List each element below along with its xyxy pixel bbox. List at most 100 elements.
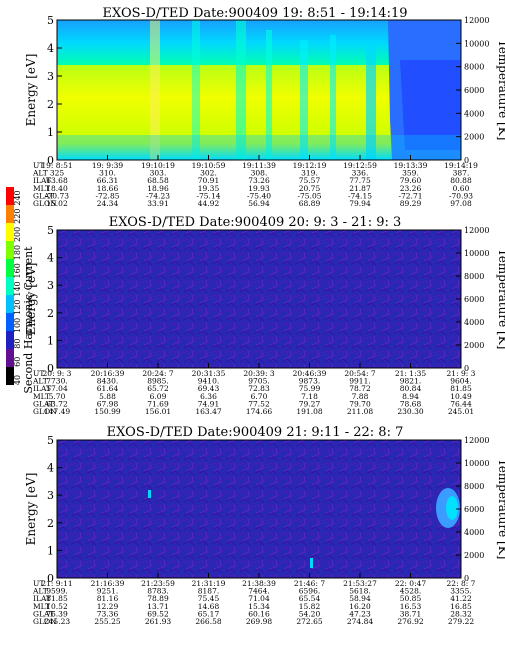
y-tick-label: 4 bbox=[47, 462, 54, 475]
cell-value: 56.94 bbox=[248, 199, 270, 208]
cell-value: 20.75 bbox=[299, 184, 321, 193]
cell-value: 150.99 bbox=[94, 407, 120, 416]
cell-value: 81.85 bbox=[450, 384, 472, 393]
colorbar: 40 60 80 100 120 140 160 180 200 220 240 Second Ha… bbox=[6, 187, 35, 394]
cell-value: 65.17 bbox=[198, 609, 220, 618]
y2-tick-label: 4000 bbox=[464, 318, 484, 327]
cell-value: 19: 8:51 bbox=[41, 161, 72, 170]
cell-value: -74.15 bbox=[348, 191, 372, 200]
cell-value: 81.85 bbox=[46, 594, 68, 603]
y2-tick-label: 4000 bbox=[464, 109, 484, 118]
cell-value: 261.93 bbox=[145, 617, 171, 626]
cell-value: 65.54 bbox=[299, 594, 321, 603]
y2-tick-label: 0 bbox=[464, 156, 469, 165]
row-label: ALT bbox=[32, 169, 48, 178]
cell-value: 9251. bbox=[97, 587, 118, 596]
y2-tick-label: 0 bbox=[464, 574, 469, 583]
y2-tick-label: 10000 bbox=[464, 459, 489, 468]
cell-value: 9410. bbox=[198, 377, 219, 386]
cell-value: 63.72 bbox=[46, 399, 68, 408]
cell-value: 65.72 bbox=[147, 384, 169, 393]
y2-tick-label: 6000 bbox=[464, 86, 484, 95]
y2-tick-label: 12000 bbox=[464, 436, 489, 445]
cell-value: 21: 9:11 bbox=[41, 579, 72, 588]
panel-1: EXOS-D/TED Date:900409 19: 8:51 - 19:14:… bbox=[24, 6, 505, 208]
y2-tick-label: 8000 bbox=[464, 272, 484, 281]
row-label: ILAT bbox=[33, 384, 51, 393]
cell-value: 5.70 bbox=[49, 392, 66, 401]
cell-value: 75.99 bbox=[299, 384, 321, 393]
colorbar-tick-label: 60 bbox=[13, 357, 22, 367]
cell-value: 70.91 bbox=[198, 176, 219, 185]
cell-value: 76.44 bbox=[450, 399, 472, 408]
cell-value: 20:46:39 bbox=[293, 369, 327, 378]
cell-value: 58.94 bbox=[349, 594, 371, 603]
cell-value: 13.71 bbox=[147, 602, 168, 611]
y-tick-label: 1 bbox=[47, 544, 54, 557]
cell-value: 191.08 bbox=[296, 407, 322, 416]
y-axis-label: Energy [eV] bbox=[24, 473, 38, 546]
cell-value: 73.26 bbox=[248, 176, 270, 185]
cell-value: 20:31:35 bbox=[192, 369, 226, 378]
cell-value: 387. bbox=[453, 169, 470, 178]
cell-value: 255.25 bbox=[94, 617, 120, 626]
cell-value: 359. bbox=[402, 169, 419, 178]
cell-value: -70.73 bbox=[45, 191, 69, 200]
row-label: ALT bbox=[32, 377, 48, 386]
y2-tick-label: 2000 bbox=[464, 551, 484, 560]
row-label: UT bbox=[33, 161, 44, 170]
cell-value: 68.89 bbox=[299, 199, 321, 208]
cell-value: 21:46: 7 bbox=[294, 579, 326, 588]
cell-value: 276.92 bbox=[397, 617, 423, 626]
cell-value: 8985. bbox=[147, 377, 168, 386]
cell-value: 22: 0:47 bbox=[395, 579, 427, 588]
cell-value: -72.85 bbox=[95, 191, 119, 200]
cell-value: 16.20 bbox=[349, 602, 371, 611]
cell-value: 319. bbox=[301, 169, 318, 178]
y2-tick-label: 6000 bbox=[464, 505, 484, 514]
y2-tick-label: 6000 bbox=[464, 295, 484, 304]
cell-value: -74.23 bbox=[146, 191, 170, 200]
cell-value: 308. bbox=[251, 169, 268, 178]
y-tick-label: 2 bbox=[47, 517, 54, 530]
y-tick-label: 5 bbox=[47, 434, 54, 447]
cell-value: 75.45 bbox=[198, 594, 220, 603]
cell-value: 78.89 bbox=[147, 594, 169, 603]
cell-value: 68.58 bbox=[147, 176, 169, 185]
y-tick-label: 2 bbox=[47, 98, 54, 111]
row-label: MLT bbox=[33, 602, 50, 611]
cell-value: 28.32 bbox=[450, 609, 472, 618]
y-tick-label: 1 bbox=[47, 334, 54, 347]
cell-value: 20:16:39 bbox=[91, 369, 125, 378]
cell-value: 41.22 bbox=[450, 594, 472, 603]
cell-value: 16.53 bbox=[400, 602, 422, 611]
y2-tick-label: 10000 bbox=[464, 249, 489, 258]
colorbar-tick-label: 100 bbox=[13, 318, 22, 333]
cell-value: 21:53:27 bbox=[343, 579, 377, 588]
cell-value: 74.91 bbox=[198, 399, 219, 408]
cell-value: 20: 9: 3 bbox=[43, 369, 72, 378]
cell-value: 303. bbox=[150, 169, 167, 178]
y2-axis-label: Temperature [K] bbox=[496, 249, 505, 350]
cell-value: 6.09 bbox=[150, 392, 167, 401]
cell-value: 24.34 bbox=[97, 199, 119, 208]
cell-value: -75.40 bbox=[247, 191, 271, 200]
y-tick-label: 2 bbox=[47, 307, 54, 320]
y-tick-label: 1 bbox=[47, 126, 54, 139]
cell-value: 336. bbox=[352, 169, 369, 178]
cell-value: 7464. bbox=[248, 587, 269, 596]
cell-value: 10.52 bbox=[46, 602, 68, 611]
cell-value: 9873. bbox=[299, 377, 320, 386]
cell-value: 63.68 bbox=[46, 176, 68, 185]
y2-tick-label: 2000 bbox=[464, 133, 484, 142]
cell-value: 8187. bbox=[198, 587, 219, 596]
cell-value: 14.68 bbox=[198, 602, 220, 611]
row-label: GLAT bbox=[33, 191, 54, 200]
row-label: ILAT bbox=[33, 176, 51, 185]
cell-value: 69.52 bbox=[147, 609, 169, 618]
cell-value: 230.30 bbox=[397, 407, 423, 416]
y-tick-label: 0 bbox=[47, 362, 54, 375]
cell-value: 78.68 bbox=[400, 399, 422, 408]
cell-value: 73.36 bbox=[97, 609, 119, 618]
